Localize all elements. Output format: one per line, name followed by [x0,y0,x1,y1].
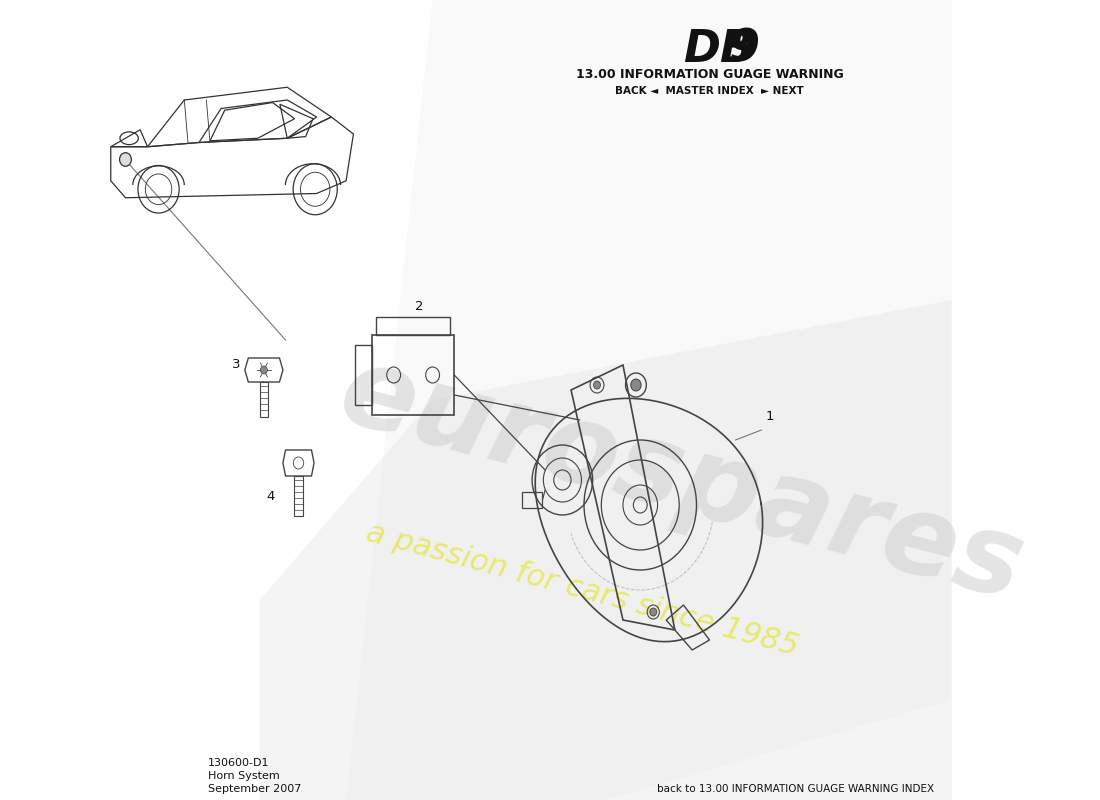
Text: 130600-D1: 130600-D1 [208,758,270,768]
Circle shape [650,608,657,616]
Text: 13.00 INFORMATION GUAGE WARNING: 13.00 INFORMATION GUAGE WARNING [575,68,844,81]
Bar [260,382,268,417]
Text: 4: 4 [266,490,275,503]
Text: 2: 2 [416,300,424,313]
Text: 3: 3 [232,358,241,371]
Polygon shape [260,300,952,800]
Polygon shape [346,0,952,800]
Text: DB: DB [683,28,755,71]
Text: a passion for cars since 1985: a passion for cars since 1985 [363,518,802,662]
Text: Horn System: Horn System [208,771,279,781]
Circle shape [630,379,641,391]
Text: September 2007: September 2007 [208,784,301,794]
Bar [294,476,302,516]
Text: BACK ◄  MASTER INDEX  ► NEXT: BACK ◄ MASTER INDEX ► NEXT [615,86,804,96]
Circle shape [594,381,601,389]
Text: back to 13.00 INFORMATION GUAGE WARNING INDEX: back to 13.00 INFORMATION GUAGE WARNING … [658,784,934,794]
Circle shape [120,153,131,166]
Circle shape [261,366,267,374]
Text: eurospares: eurospares [329,338,1035,622]
Text: 1: 1 [766,410,774,423]
Text: 9: 9 [728,28,759,71]
